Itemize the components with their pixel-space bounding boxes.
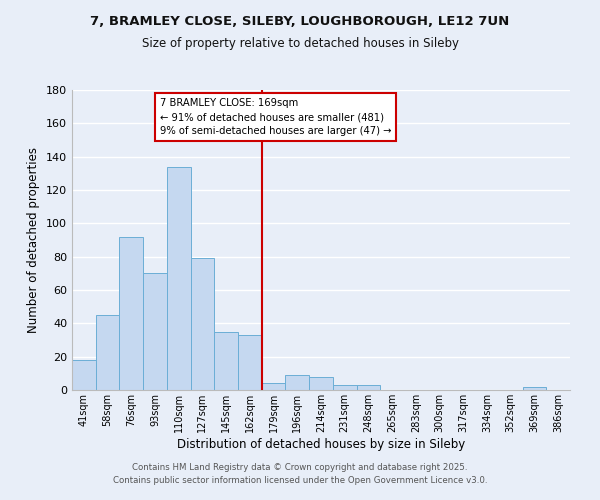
Bar [191, 258, 214, 390]
Text: Contains HM Land Registry data © Crown copyright and database right 2025.: Contains HM Land Registry data © Crown c… [132, 464, 468, 472]
Text: 7, BRAMLEY CLOSE, SILEBY, LOUGHBOROUGH, LE12 7UN: 7, BRAMLEY CLOSE, SILEBY, LOUGHBOROUGH, … [91, 15, 509, 28]
Bar [119, 236, 143, 390]
Text: Contains public sector information licensed under the Open Government Licence v3: Contains public sector information licen… [113, 476, 487, 485]
X-axis label: Distribution of detached houses by size in Sileby: Distribution of detached houses by size … [177, 438, 465, 450]
Bar [167, 166, 191, 390]
Bar [72, 360, 96, 390]
Text: Size of property relative to detached houses in Sileby: Size of property relative to detached ho… [142, 38, 458, 51]
Bar [333, 385, 356, 390]
Bar [309, 376, 333, 390]
Bar [96, 315, 119, 390]
Bar [523, 386, 546, 390]
Y-axis label: Number of detached properties: Number of detached properties [28, 147, 40, 333]
Bar [262, 384, 286, 390]
Bar [238, 335, 262, 390]
Text: 7 BRAMLEY CLOSE: 169sqm
← 91% of detached houses are smaller (481)
9% of semi-de: 7 BRAMLEY CLOSE: 169sqm ← 91% of detache… [160, 98, 391, 136]
Bar [143, 274, 167, 390]
Bar [356, 385, 380, 390]
Bar [214, 332, 238, 390]
Bar [286, 375, 309, 390]
